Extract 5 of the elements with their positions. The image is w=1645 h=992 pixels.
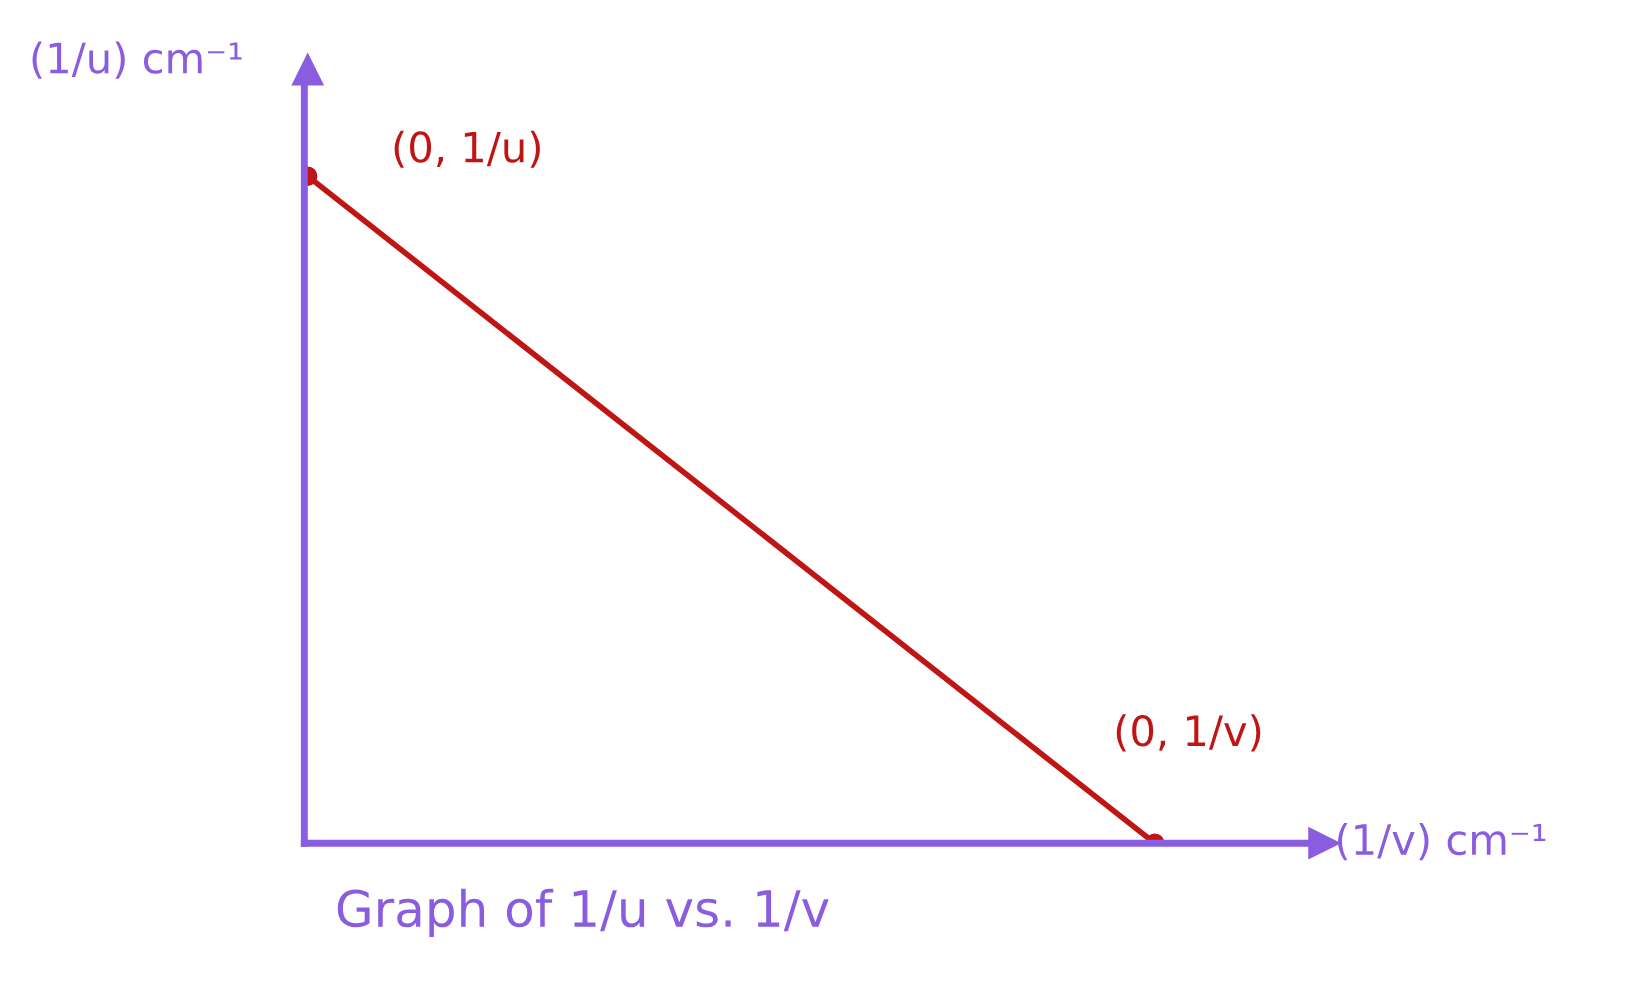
text: (0, 1/u) — [394, 130, 540, 168]
annotation: (0, 1/v) — [1116, 714, 1261, 752]
y-axis-title: (1/u) cm⁻¹ — [32, 41, 242, 79]
x-axis-title: (1/v) cm⁻¹ — [1338, 823, 1546, 861]
text: Graph of 1/u vs. 1/v — [337, 888, 829, 938]
